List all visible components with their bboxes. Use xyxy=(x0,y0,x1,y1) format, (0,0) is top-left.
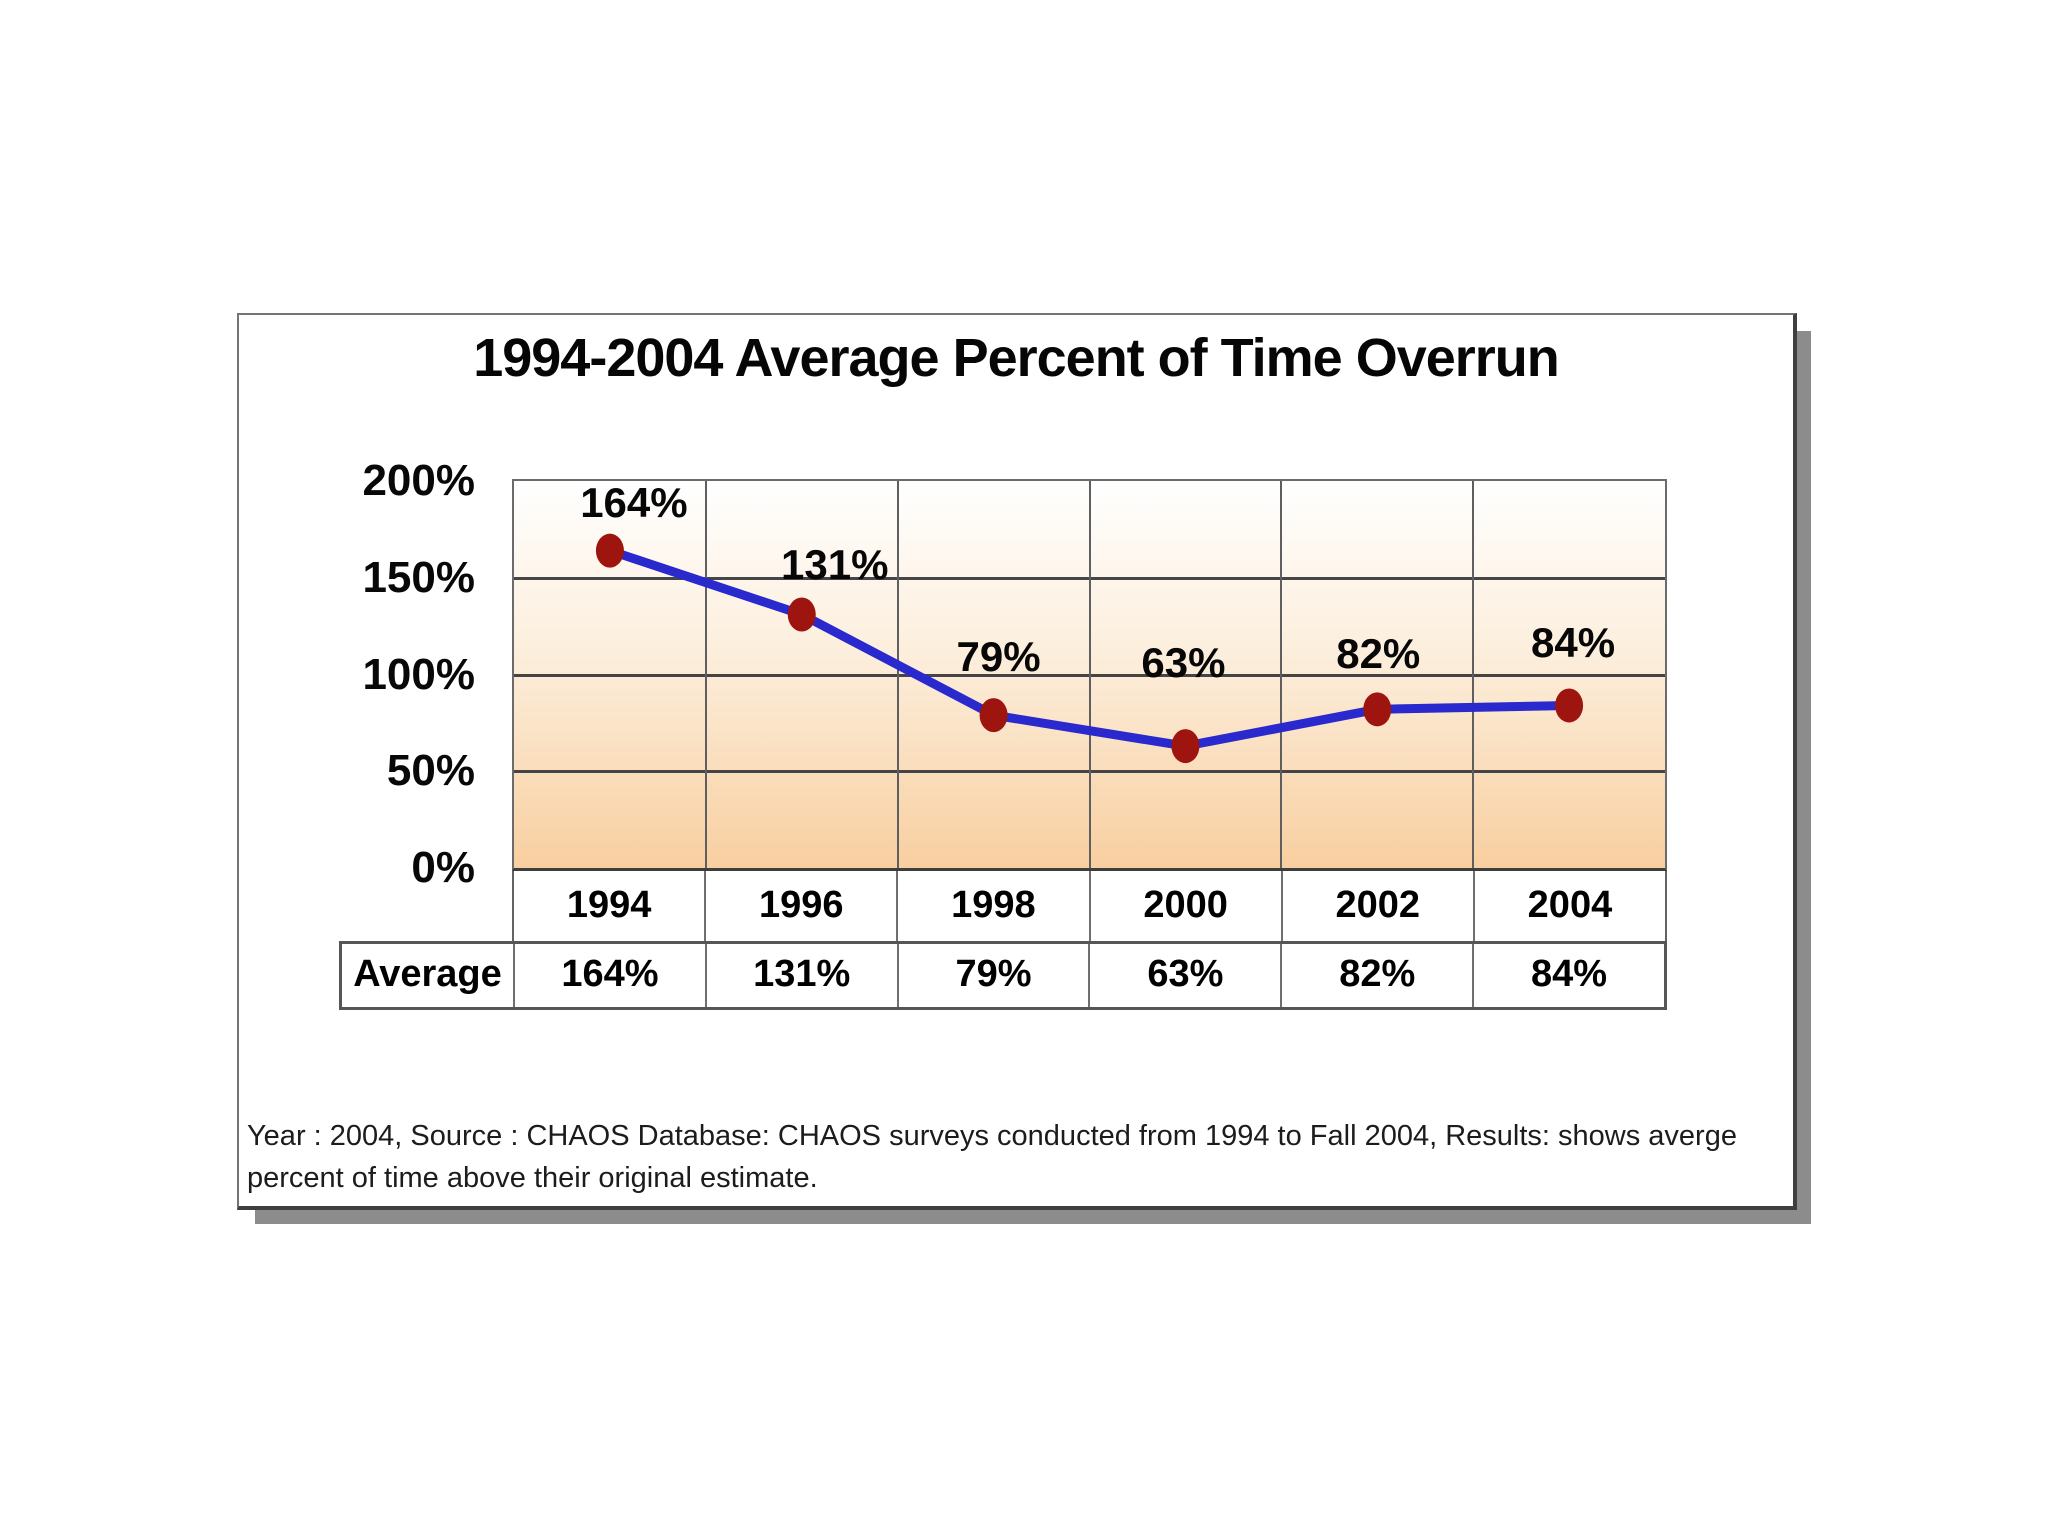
point-marker xyxy=(595,533,624,568)
average-row-header: Average xyxy=(342,944,515,1007)
plot-area: 164% 131% 79% 63% 82% 84% xyxy=(512,479,1667,871)
v-gridline xyxy=(1088,481,1091,868)
v-gridline xyxy=(1280,481,1283,868)
point-label: 131% xyxy=(781,540,889,588)
source-caption: Year : 2004, Source : CHAOS Database: CH… xyxy=(247,1115,1781,1199)
y-tick-label: 50% xyxy=(386,746,475,796)
point-marker xyxy=(1171,729,1200,764)
point-label: 82% xyxy=(1336,630,1421,678)
year-cell: 1994 xyxy=(514,871,707,941)
y-tick-label: 100% xyxy=(362,649,475,699)
y-tick-label: 200% xyxy=(362,456,475,505)
average-value-cell: 131% xyxy=(707,944,899,1007)
year-cell: 2000 xyxy=(1091,871,1283,941)
point-marker xyxy=(787,597,816,632)
chart-title: 1994-2004 Average Percent of Time Overru… xyxy=(473,328,1560,388)
year-cell: 1998 xyxy=(898,871,1091,941)
year-cell: 1996 xyxy=(706,871,899,941)
point-marker xyxy=(979,698,1008,733)
x-axis-year-row: 1994 1996 1998 2000 2002 2004 xyxy=(512,871,1667,941)
v-gridline xyxy=(704,481,707,868)
point-label: 84% xyxy=(1531,619,1616,667)
year-cell: 2004 xyxy=(1527,884,1613,926)
chart-region: 200% 150% 100% 50% 0% 164% 131% 79% 63% 82% 84% 1… xyxy=(239,315,1793,1206)
y-tick-label: 150% xyxy=(362,552,475,602)
average-value-cell: 164% xyxy=(515,944,707,1007)
average-table-row: Average 164% 131% 79% 63% 82% 84% xyxy=(339,941,1667,1010)
average-value-cell: 82% xyxy=(1282,944,1475,1007)
point-marker xyxy=(1555,688,1584,723)
average-value-cell: 84% xyxy=(1531,953,1608,995)
point-label: 63% xyxy=(1141,639,1226,687)
average-value-cell: 63% xyxy=(1090,944,1283,1007)
year-cell: 2002 xyxy=(1283,871,1475,941)
average-value-cell: 79% xyxy=(899,944,1091,1007)
v-gridline xyxy=(896,481,899,868)
v-gridline xyxy=(1472,481,1475,868)
point-marker xyxy=(1363,692,1392,727)
chart-panel: 1994-2004 Average Percent of Time Overru… xyxy=(237,313,1797,1210)
caption-line: Year : 2004, Source : CHAOS Database: CH… xyxy=(247,1120,1737,1152)
series-line xyxy=(608,546,1570,751)
y-tick-label: 0% xyxy=(411,843,475,892)
caption-line: percent of time above their original est… xyxy=(247,1162,818,1194)
point-label: 79% xyxy=(956,633,1041,681)
line-series xyxy=(595,533,1584,764)
point-label: 164% xyxy=(580,478,688,526)
